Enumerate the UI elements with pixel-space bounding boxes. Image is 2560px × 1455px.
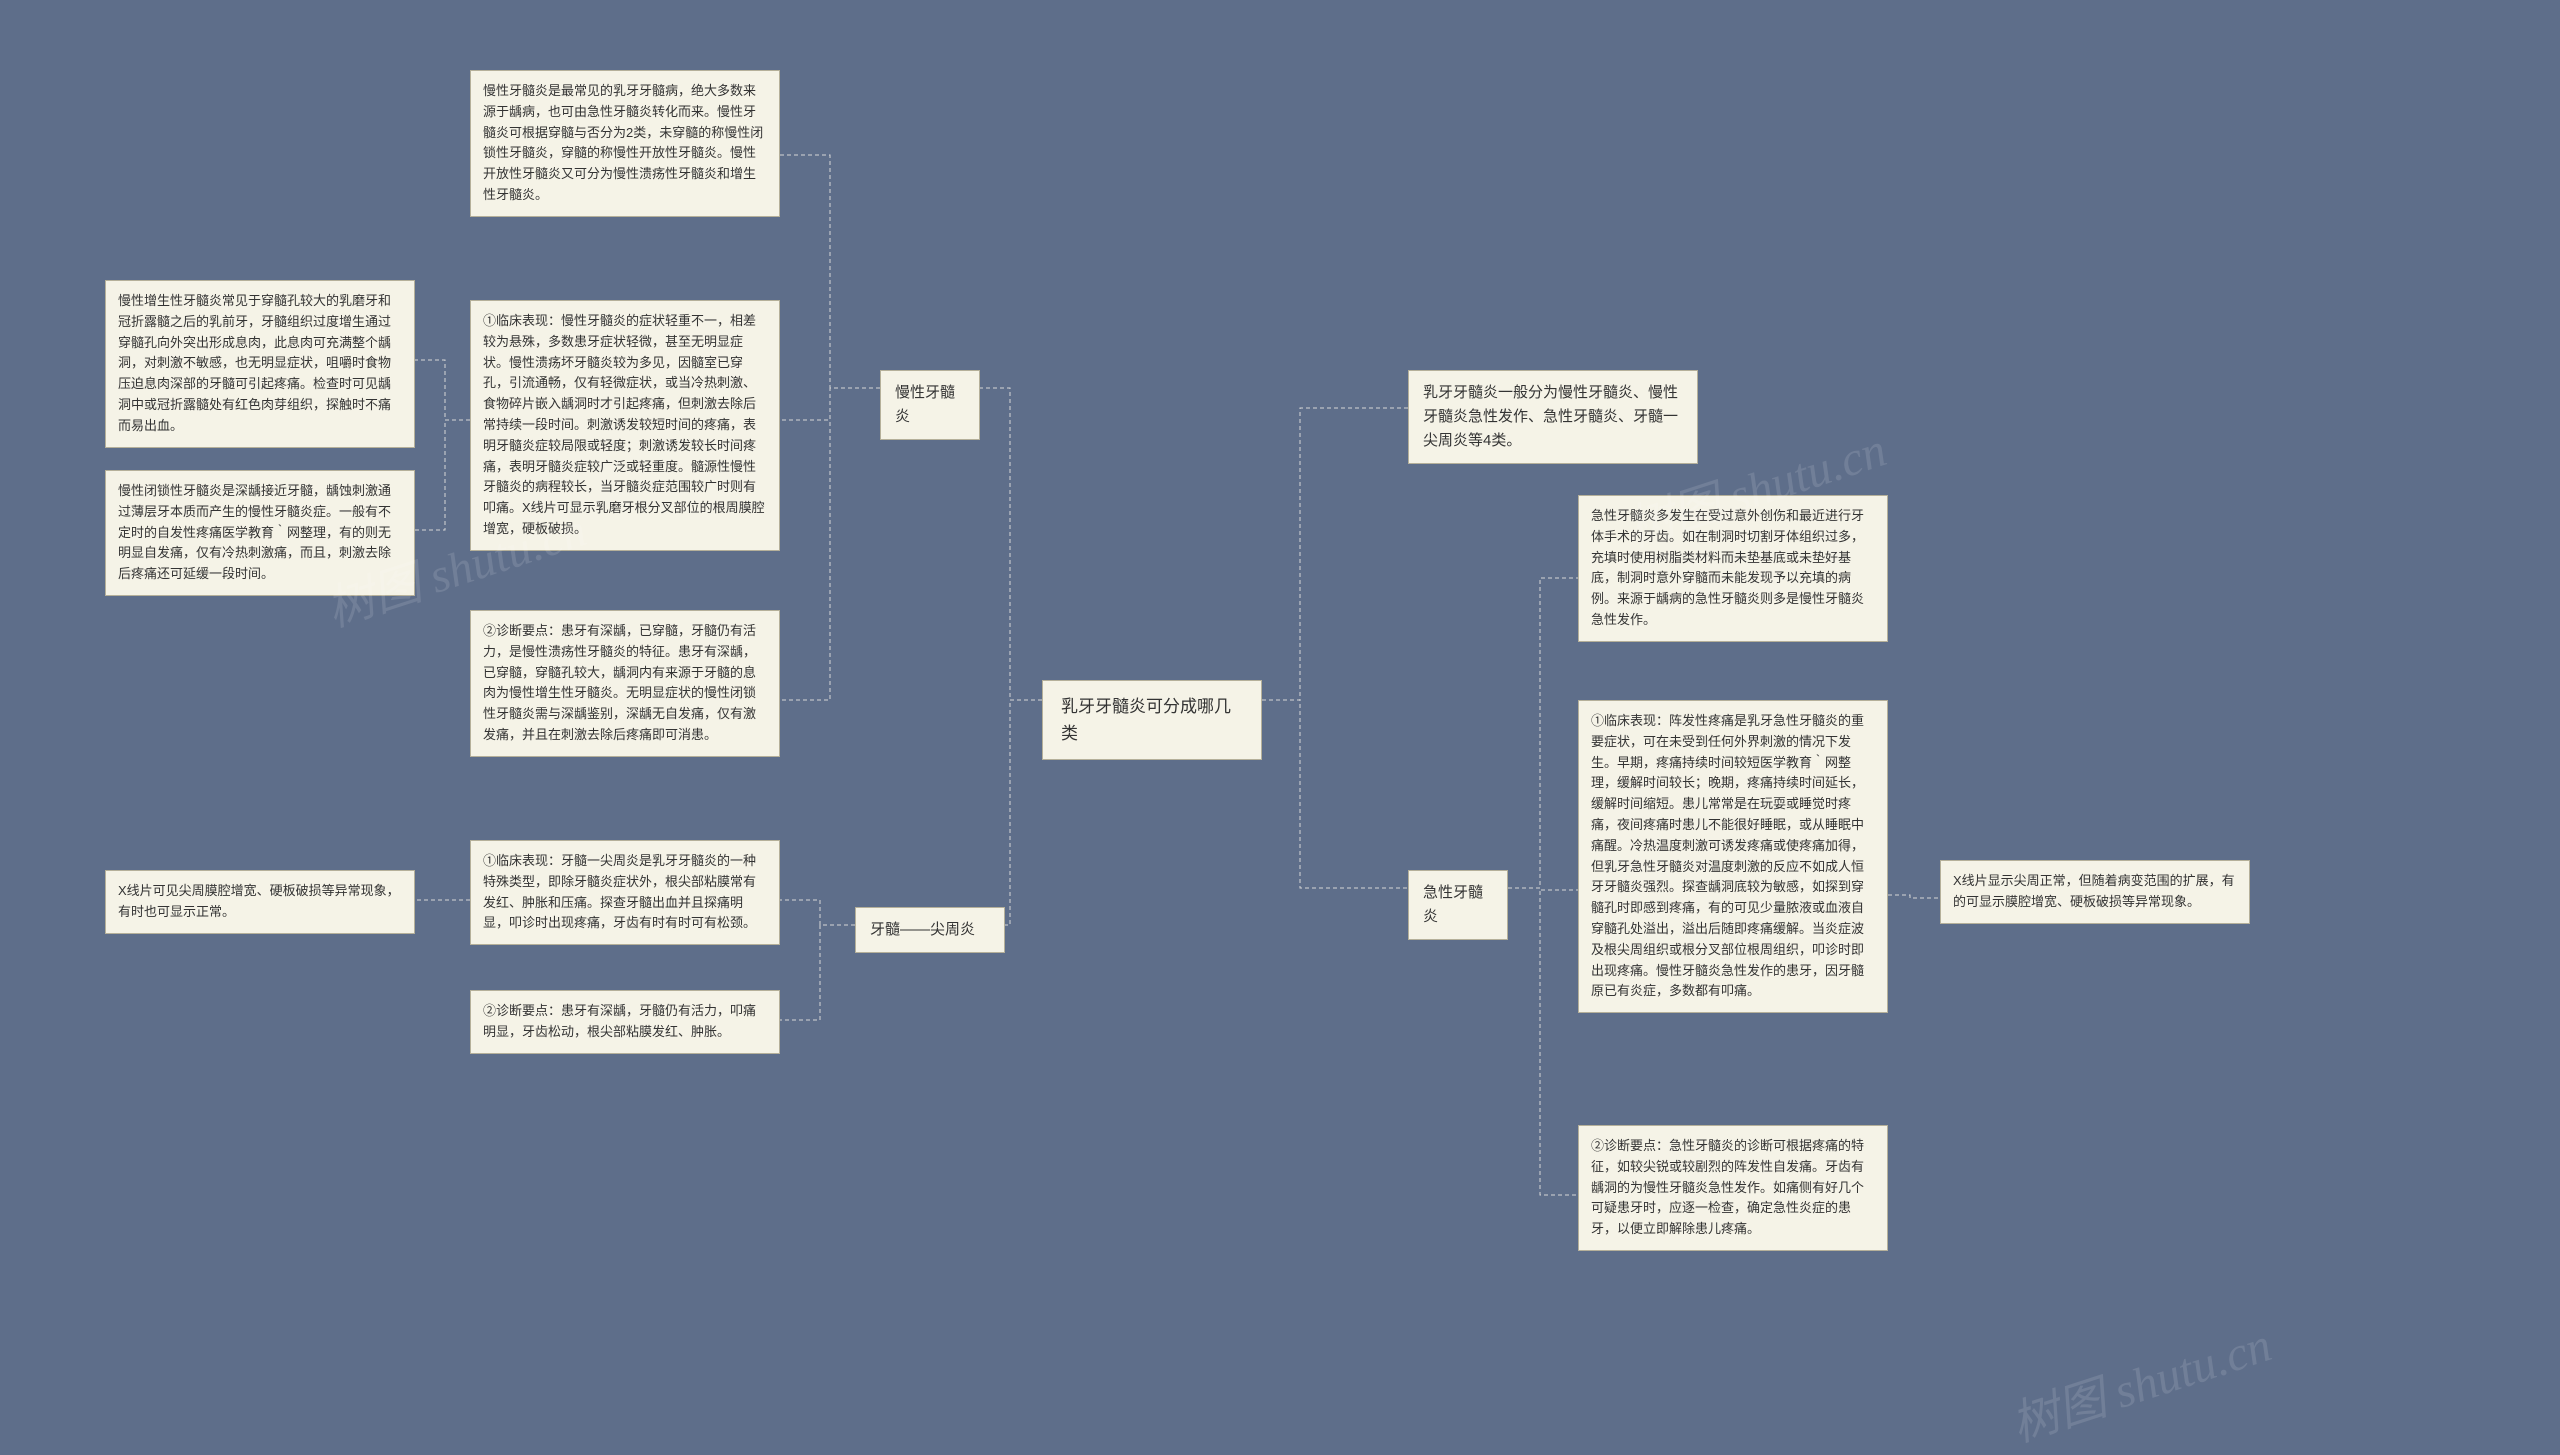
leaf-acute-diagnosis[interactable]: ②诊断要点：急性牙髓炎的诊断可根据疼痛的特征，如较尖锐或较剧烈的阵发性自发痛。牙… xyxy=(1578,1125,1888,1251)
leaf-chronic-diagnosis[interactable]: ②诊断要点：患牙有深龋，已穿髓，牙髓仍有活力，是慢性溃疡性牙髓炎的特征。患牙有深… xyxy=(470,610,780,757)
leaf-apical-clinical[interactable]: ①临床表现：牙髓一尖周炎是乳牙牙髓炎的一种特殊类型，即除牙髓炎症状外，根尖部粘膜… xyxy=(470,840,780,945)
watermark: 树图 shutu.cn xyxy=(2001,1305,2279,1455)
leaf-acute-xray[interactable]: X线片显示尖周正常，但随着病变范围的扩展，有的可显示膜腔增宽、硬板破损等异常现象… xyxy=(1940,860,2250,924)
leaf-apical-xray[interactable]: X线片可见尖周膜腔增宽、硬板破损等异常现象，有时也可显示正常。 xyxy=(105,870,415,934)
leaf-chronic-closed[interactable]: 慢性闭锁性牙髓炎是深龋接近牙髓，龋蚀刺激通过薄层牙本质而产生的慢性牙髓炎症。一般… xyxy=(105,470,415,596)
leaf-apical-diagnosis[interactable]: ②诊断要点：患牙有深龋，牙髓仍有活力，叩痛明显，牙齿松动，根尖部粘膜发红、肿胀。 xyxy=(470,990,780,1054)
branch-apical[interactable]: 牙髓——尖周炎 xyxy=(855,907,1005,953)
leaf-acute-etiology[interactable]: 急性牙髓炎多发生在受过意外创伤和最近进行牙体手术的牙齿。如在制洞时切割牙体组织过… xyxy=(1578,495,1888,642)
connector-layer xyxy=(0,0,2560,1421)
leaf-acute-clinical[interactable]: ①临床表现：阵发性疼痛是乳牙急性牙髓炎的重要症状，可在未受到任何外界刺激的情况下… xyxy=(1578,700,1888,1013)
root-node[interactable]: 乳牙牙髓炎可分成哪几类 xyxy=(1042,680,1262,760)
branch-chronic[interactable]: 慢性牙髓炎 xyxy=(880,370,980,440)
leaf-chronic-clinical[interactable]: ①临床表现：慢性牙髓炎的症状轻重不一，相差较为悬殊，多数患牙症状轻微，甚至无明显… xyxy=(470,300,780,551)
leaf-chronic-overview[interactable]: 慢性牙髓炎是最常见的乳牙牙髓病，绝大多数来源于龋病，也可由急性牙髓炎转化而来。慢… xyxy=(470,70,780,217)
branch-acute[interactable]: 急性牙髓炎 xyxy=(1408,870,1508,940)
leaf-chronic-hyperplastic[interactable]: 慢性增生性牙髓炎常见于穿髓孔较大的乳磨牙和冠折露髓之后的乳前牙，牙髓组织过度增生… xyxy=(105,280,415,448)
branch-intro[interactable]: 乳牙牙髓炎一般分为慢性牙髓炎、慢性牙髓炎急性发作、急性牙髓炎、牙髓一尖周炎等4类… xyxy=(1408,370,1698,464)
